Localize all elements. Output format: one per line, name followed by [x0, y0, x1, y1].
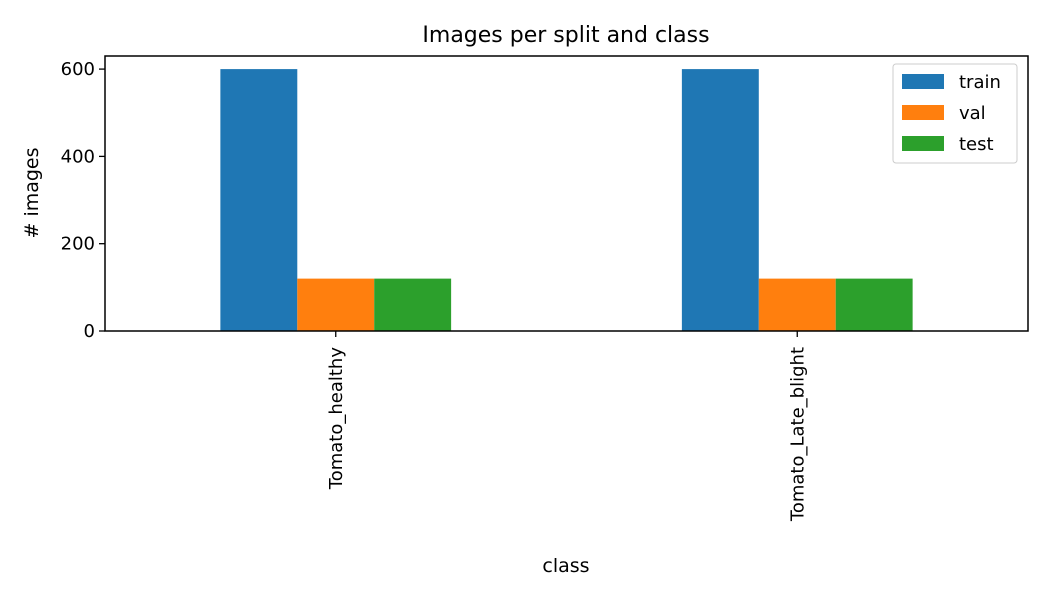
legend-label-val: val — [959, 103, 986, 124]
y-tick-label: 200 — [61, 234, 95, 255]
y-axis-label: # images — [21, 147, 43, 238]
x-axis-label: class — [542, 555, 589, 577]
bar-val-Tomato_healthy — [297, 278, 375, 331]
y-tick-label: 0 — [84, 321, 95, 342]
legend-swatch-test — [902, 136, 944, 151]
bar-train-Tomato_Late_blight — [681, 69, 759, 331]
legend: train val test — [892, 63, 1018, 164]
x-tick-label: Tomato_healthy — [326, 347, 347, 491]
legend-label-train: train — [959, 72, 1001, 93]
plot-area: Tomato_healthy Tomato_Late_blight 0 200 400 6… — [61, 59, 913, 522]
legend-label-test: test — [959, 134, 994, 155]
legend-swatch-val — [902, 105, 944, 120]
chart-title: Images per split and class — [422, 23, 709, 48]
bar-test-Tomato_healthy — [374, 278, 452, 331]
bar-val-Tomato_Late_blight — [758, 278, 836, 331]
axes-frame — [104, 55, 1029, 332]
y-tick-label: 400 — [61, 146, 95, 167]
x-tick-label: Tomato_Late_blight — [787, 347, 808, 522]
legend-swatch-train — [902, 74, 944, 89]
bar-train-Tomato_healthy — [220, 69, 298, 331]
bar-test-Tomato_Late_blight — [835, 278, 913, 331]
y-tick-label: 600 — [61, 59, 95, 80]
